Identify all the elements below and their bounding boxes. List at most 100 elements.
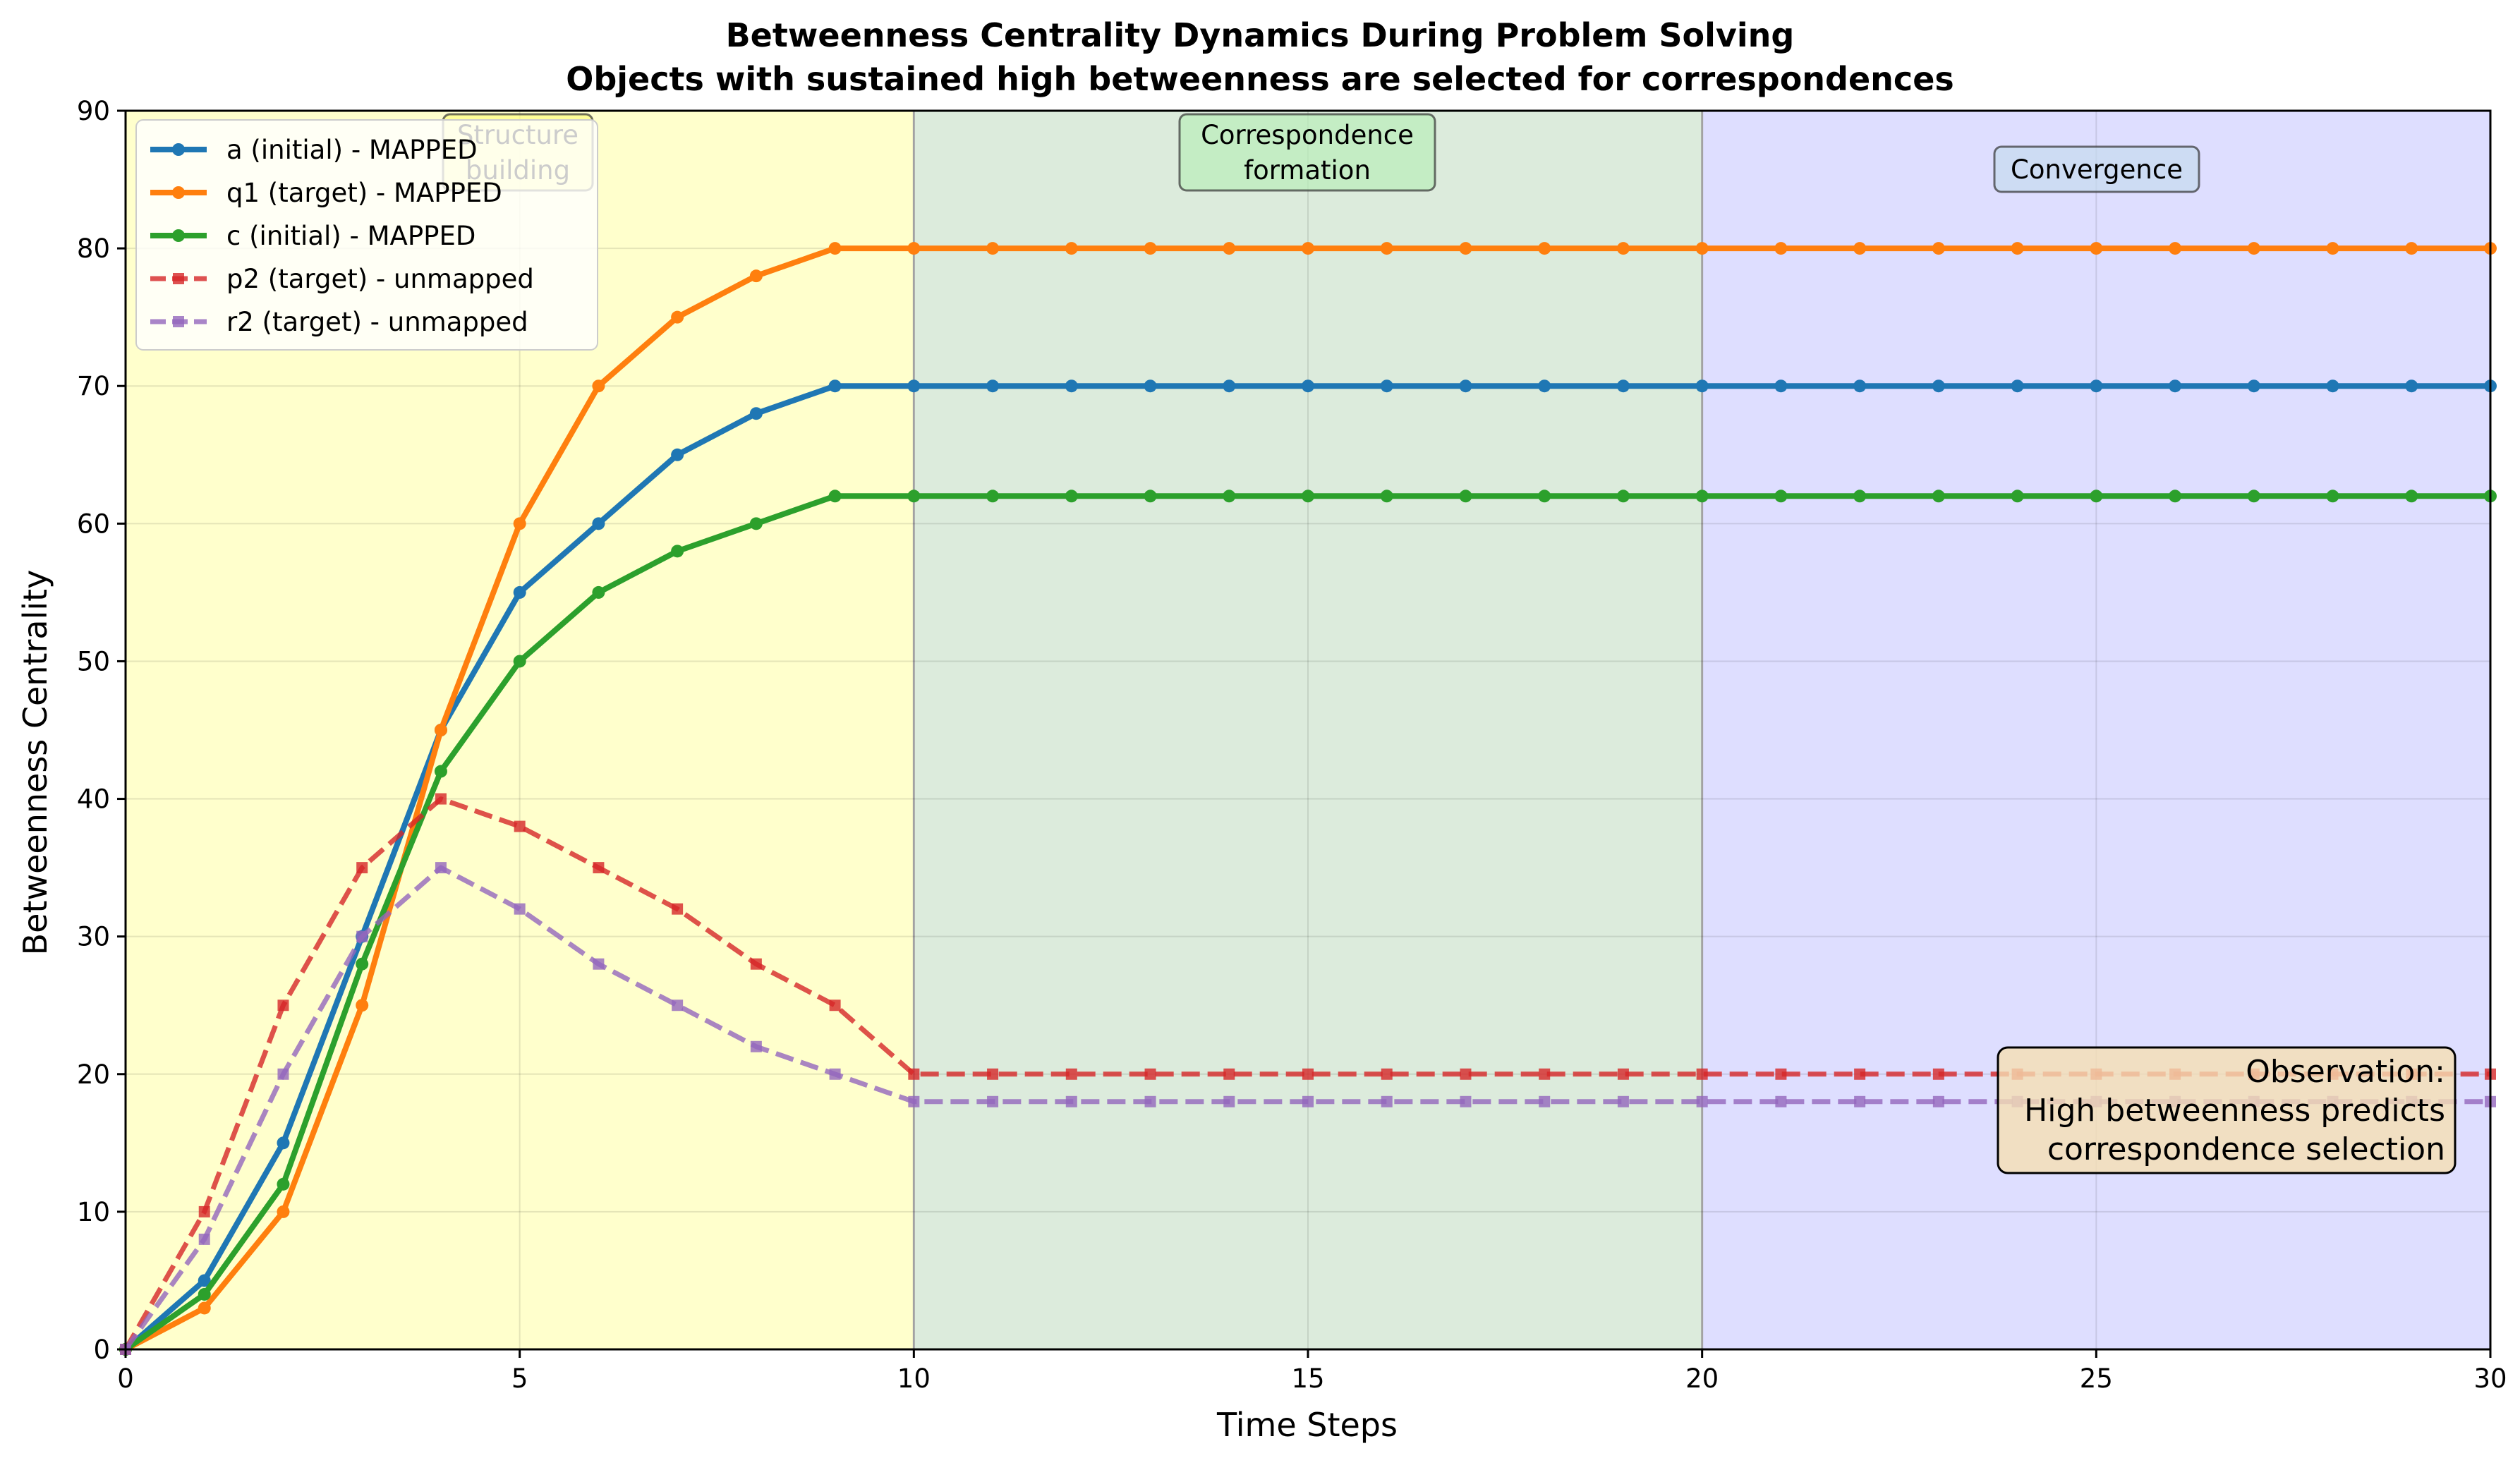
data-point — [356, 957, 369, 971]
data-point — [592, 379, 605, 393]
data-point — [2247, 490, 2260, 503]
data-point — [672, 1000, 684, 1012]
data-point — [592, 517, 605, 530]
data-point — [986, 379, 1000, 393]
annotation-text: Observation: — [2246, 1054, 2445, 1090]
data-point — [1381, 1095, 1393, 1107]
data-point — [1695, 242, 1709, 255]
data-point — [1539, 1068, 1551, 1080]
data-point — [513, 517, 526, 530]
data-point — [2090, 379, 2103, 393]
phase-label-text: Correspondence — [1201, 120, 1414, 150]
x-tick-label: 15 — [1291, 1363, 1324, 1394]
y-tick-label: 70 — [77, 371, 110, 401]
data-point — [2011, 379, 2024, 393]
data-point — [198, 1205, 210, 1217]
data-point — [1380, 379, 1393, 393]
data-point — [1223, 1068, 1235, 1080]
legend-label: c (initial) - MAPPED — [226, 221, 475, 251]
data-point — [1932, 490, 1945, 503]
data-point — [2090, 242, 2103, 255]
data-point — [749, 407, 763, 420]
x-tick-label: 5 — [511, 1363, 528, 1394]
phase-label-box — [1178, 113, 1436, 192]
data-point — [1774, 242, 1788, 255]
legend-label: a (initial) - MAPPED — [226, 135, 478, 165]
data-point — [672, 903, 684, 915]
data-point — [2247, 242, 2260, 255]
y-axis-label: Betweenness Centrality — [16, 570, 54, 956]
data-point — [1144, 1095, 1156, 1107]
y-tick-label: 80 — [77, 233, 110, 264]
legend-label: p2 (target) - unmapped — [226, 264, 534, 294]
legend-box — [135, 119, 598, 351]
legend-marker — [172, 143, 185, 156]
data-point — [1695, 379, 1709, 393]
chart-subtitle: Objects with sustained high betweenness … — [566, 60, 1954, 98]
data-point — [828, 379, 842, 393]
annotation-text: High betweenness predicts — [2024, 1093, 2445, 1129]
data-point — [1617, 1068, 1629, 1080]
data-point — [1302, 242, 1314, 255]
data-point — [1774, 490, 1788, 503]
data-point — [1380, 490, 1393, 503]
x-axis-label: Time Steps — [1216, 1406, 1398, 1444]
data-point — [2169, 242, 2182, 255]
y-tick-label: 90 — [77, 96, 110, 126]
y-tick-label: 60 — [77, 509, 110, 539]
legend-marker — [172, 186, 185, 199]
legend-entry-2: c (initial) - MAPPED — [150, 221, 475, 251]
data-point — [1144, 379, 1157, 393]
data-point — [1775, 1068, 1787, 1080]
data-point — [1932, 1068, 1944, 1080]
data-point — [1302, 379, 1314, 393]
data-point — [513, 585, 526, 599]
legend-label: r2 (target) - unmapped — [226, 307, 528, 337]
data-point — [2405, 379, 2418, 393]
y-tick-label: 50 — [77, 646, 110, 676]
data-point — [2169, 490, 2182, 503]
chart-title: Betweenness Centrality Dynamics During P… — [726, 16, 1795, 54]
data-point — [434, 724, 447, 736]
data-point — [1223, 242, 1236, 255]
data-point — [1538, 379, 1551, 393]
data-point — [1695, 490, 1709, 503]
y-tick-label: 20 — [77, 1059, 110, 1090]
data-point — [2169, 379, 2182, 393]
legend-marker — [172, 229, 185, 242]
data-point — [277, 1177, 290, 1191]
data-point — [1459, 379, 1472, 393]
x-tick-label: 10 — [897, 1363, 931, 1394]
x-tick-label: 30 — [2473, 1363, 2507, 1394]
data-point — [671, 448, 684, 461]
data-point — [2011, 490, 2024, 503]
data-point — [671, 545, 684, 558]
legend-label: q1 (target) - MAPPED — [226, 178, 502, 208]
phase-label-2: Convergence — [1993, 145, 2200, 193]
data-point — [907, 242, 921, 255]
data-point — [356, 999, 369, 1012]
data-point — [1696, 1095, 1708, 1107]
series-1 — [119, 242, 2497, 1356]
data-point — [750, 1040, 762, 1052]
y-tick-label: 40 — [77, 784, 110, 815]
data-point — [1065, 490, 1078, 503]
data-point — [908, 1068, 920, 1080]
data-point — [907, 379, 921, 393]
data-point — [907, 490, 921, 503]
data-point — [908, 1095, 920, 1107]
phase-label-1: Correspondence formation — [1178, 113, 1436, 192]
data-point — [1616, 379, 1630, 393]
data-point — [829, 1068, 841, 1080]
annotation-box — [1997, 1046, 2457, 1174]
data-point — [1853, 490, 1867, 503]
data-point — [1617, 1095, 1629, 1107]
data-point — [1065, 1068, 1077, 1080]
data-point — [1696, 1068, 1708, 1080]
legend: a (initial) - MAPPED q1 (target) - MAPPED… — [135, 119, 598, 351]
data-point — [1775, 1095, 1787, 1107]
data-point — [2011, 242, 2024, 255]
data-point — [987, 1068, 999, 1080]
data-point — [514, 820, 526, 832]
x-tick-label: 25 — [2080, 1363, 2113, 1394]
